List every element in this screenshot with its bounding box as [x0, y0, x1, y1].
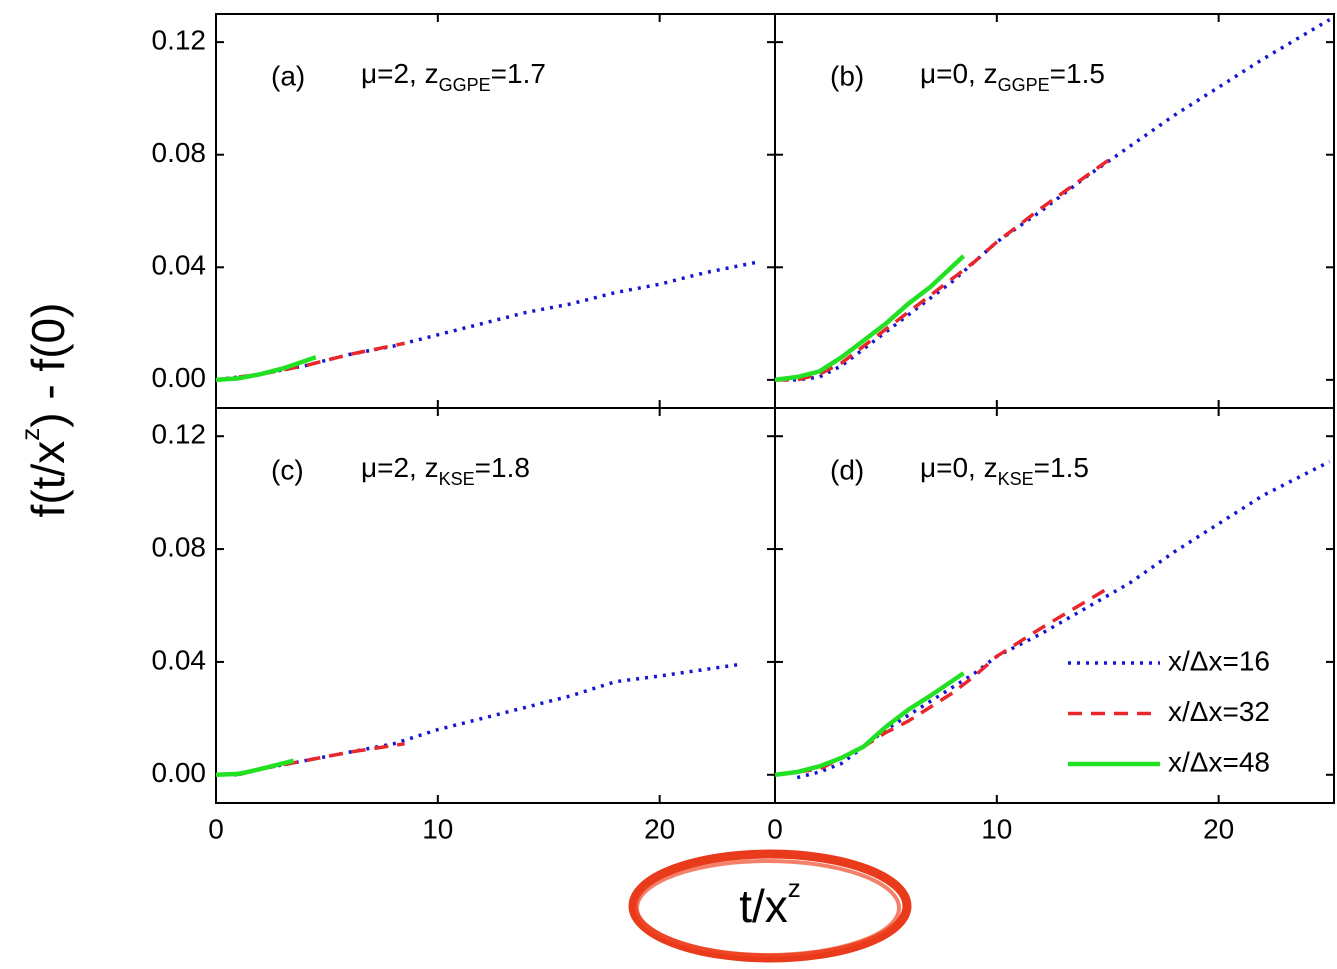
annotation-part: μ=2, z: [361, 58, 439, 89]
data-line: [796, 460, 1331, 780]
annotation-part: =1.5: [1034, 452, 1089, 483]
panel-annotation: μ=2, zGGPE=1.7: [361, 58, 546, 94]
plot-frame: [774, 407, 1335, 804]
y-axis-title-text: f(t/xz) - f(0): [15, 303, 74, 518]
x-label-sup: z: [788, 873, 801, 903]
x-tick-label: 10: [422, 813, 453, 844]
panel-label: (a): [271, 60, 305, 91]
annotation-part: μ=2, z: [361, 452, 439, 483]
y-tick-label: 0.12: [152, 419, 207, 450]
legend-label: x/Δx=16: [1168, 645, 1270, 676]
annotation-sub: GGPE: [998, 75, 1050, 95]
data-line: [774, 584, 1114, 777]
legend-label: x/Δx=48: [1168, 746, 1270, 777]
y-tick-label: 0.12: [152, 25, 207, 56]
data-line: [775, 156, 1114, 382]
y-tick-label: 0.04: [152, 250, 207, 281]
annotation-sub: KSE: [439, 469, 475, 489]
annotation-part: =1.8: [475, 452, 530, 483]
data-line: [216, 663, 738, 777]
panel-label: (b): [830, 60, 864, 91]
annotation-sub: GGPE: [439, 75, 491, 95]
data-line: [215, 355, 317, 383]
panel-label: (c): [271, 454, 304, 485]
y-label-sup: z: [15, 428, 45, 441]
y-label-part: ) - f(0): [22, 303, 74, 428]
highlight-ellipse: [628, 849, 912, 963]
x-label-part: t/x: [739, 880, 788, 932]
x-tick-label: 0: [208, 813, 224, 844]
data-line: [215, 259, 760, 382]
y-tick-label: 0.00: [152, 757, 207, 788]
y-label-part: f(t/x: [22, 441, 74, 518]
y-tick-label: 0.04: [152, 644, 207, 675]
y-tick-label: 0.00: [152, 362, 207, 393]
data-line: [215, 758, 295, 778]
y-tick-label: 0.08: [152, 531, 207, 562]
data-line: [775, 18, 1331, 382]
x-tick-label: 10: [981, 813, 1012, 844]
panel: 0.00 0.04 0.08 0.12 0 10 20 (c) μ=2, zKSE=1.8: [152, 407, 776, 844]
data-line: [216, 742, 405, 777]
x-tick-label: 0: [767, 813, 783, 844]
data-line: [774, 254, 966, 383]
annotation-part: μ=0, z: [920, 58, 998, 89]
y-axis-title: f(t/xz) - f(0): [15, 303, 74, 518]
panel-annotation: μ=2, zKSE=1.8: [361, 452, 530, 488]
panel-annotation: μ=0, zGGPE=1.5: [920, 58, 1105, 94]
highlight-ellipse-inner: [635, 859, 901, 957]
panel: (b) μ=0, zGGPE=1.5: [774, 13, 1335, 409]
x-tick-label: 20: [644, 813, 675, 844]
panel: 0 10 20 (d) μ=0, zKSE=1.5 x/Δx=16 x/Δx=32 x/Δx=…: [767, 407, 1335, 844]
annotation-sub: KSE: [998, 469, 1034, 489]
annotation-part: =1.5: [1050, 58, 1105, 89]
annotation-part: =1.7: [491, 58, 546, 89]
annotation-part: μ=0, z: [920, 452, 998, 483]
x-tick-label: 20: [1203, 813, 1234, 844]
y-tick-label: 0.08: [152, 137, 207, 168]
data-line: [774, 671, 965, 778]
panel-annotation: μ=0, zKSE=1.5: [920, 452, 1089, 488]
legend-label: x/Δx=32: [1168, 696, 1270, 727]
data-line: [215, 341, 405, 382]
panel: 0.00 0.04 0.08 0.12 (a) μ=2, zGGPE=1.7: [152, 13, 776, 409]
x-axis-title: t/xz: [739, 873, 801, 932]
panel-label: (d): [830, 454, 864, 485]
